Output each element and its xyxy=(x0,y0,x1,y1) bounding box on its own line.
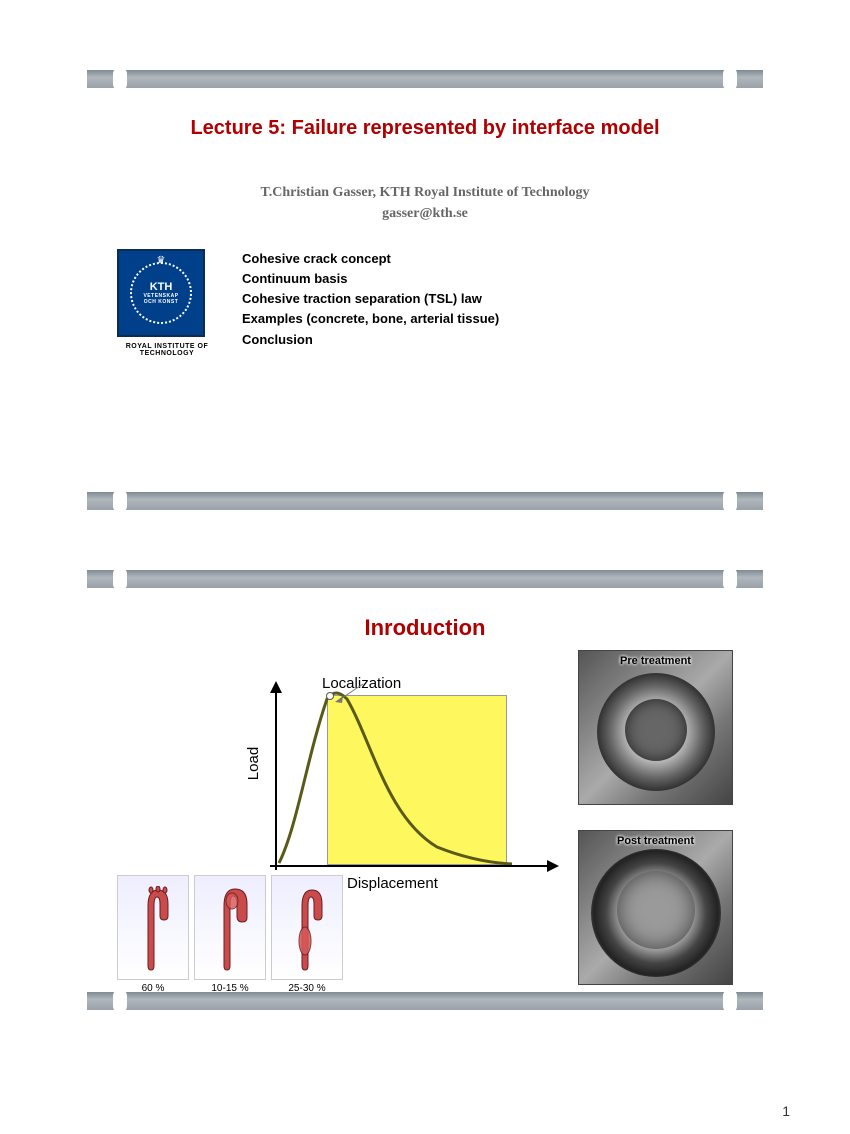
aorta-shape-icon xyxy=(117,875,189,980)
vessel-ring-inner xyxy=(617,871,695,949)
x-axis-label: Displacement xyxy=(347,875,438,892)
slide-title: Lecture 5: Failure represented by interf… xyxy=(87,70,763,510)
lecture-title: Lecture 5: Failure represented by interf… xyxy=(117,115,733,142)
author-block: T.Christian Gasser, KTH Royal Institute … xyxy=(117,182,733,224)
slide-border-top xyxy=(87,70,763,88)
slide1-body: Lecture 5: Failure represented by interf… xyxy=(87,95,763,485)
kth-logo-sub2: OCH KONST xyxy=(144,299,179,305)
load-displacement-chart: Load Displacement Localization xyxy=(267,685,557,900)
percentage-label: 25-30 % xyxy=(271,983,343,994)
slide-border-bottom xyxy=(87,492,763,510)
topic-item: Conclusion xyxy=(242,330,499,350)
content-row: ♛ KTH VETENSKAP OCH KONST ROYAL INSTITUT… xyxy=(117,249,733,357)
kth-logo-square: ♛ KTH VETENSKAP OCH KONST xyxy=(117,249,205,337)
slide-introduction: Inroduction Load Displacement Localizati… xyxy=(87,570,763,1010)
kth-caption: ROYAL INSTITUTE OF TECHNOLOGY xyxy=(117,343,217,357)
aorta-variant-3: 25-30 % xyxy=(271,875,343,994)
aorta-shape-icon xyxy=(271,875,343,980)
annotation-arrow-icon xyxy=(335,682,365,704)
aorta-shape-icon xyxy=(194,875,266,980)
author-email: gasser@kth.se xyxy=(117,203,733,224)
slide2-body: Inroduction Load Displacement Localizati… xyxy=(87,595,763,985)
topics-list: Cohesive crack concept Continuum basis C… xyxy=(242,249,499,357)
y-axis-label: Load xyxy=(245,747,262,780)
topic-item: Examples (concrete, bone, arterial tissu… xyxy=(242,309,499,329)
x-axis-arrow-icon xyxy=(547,860,559,872)
topic-item: Cohesive crack concept xyxy=(242,249,499,269)
percentage-label: 10-15 % xyxy=(194,983,266,994)
post-treatment-image: Post treatment xyxy=(578,830,733,985)
kth-logo: ♛ KTH VETENSKAP OCH KONST ROYAL INSTITUT… xyxy=(117,249,217,357)
pre-treatment-image: Pre treatment xyxy=(578,650,733,805)
aorta-variants: 60 % 10-15 % xyxy=(117,875,343,994)
kth-logo-text: KTH xyxy=(150,281,173,293)
x-axis xyxy=(270,865,550,867)
slide-border-top xyxy=(87,570,763,588)
pre-treatment-label: Pre treatment xyxy=(579,655,732,667)
author-name: T.Christian Gasser, KTH Royal Institute … xyxy=(117,182,733,203)
topic-item: Cohesive traction separation (TSL) law xyxy=(242,289,499,309)
page-number: 1 xyxy=(782,1103,790,1119)
kth-wreath: KTH VETENSKAP OCH KONST xyxy=(130,262,192,324)
percentage-label: 60 % xyxy=(117,983,189,994)
crown-icon: ♛ xyxy=(157,255,166,266)
topic-item: Continuum basis xyxy=(242,269,499,289)
vessel-ring-inner xyxy=(625,699,687,761)
post-treatment-label: Post treatment xyxy=(579,835,732,847)
load-curve xyxy=(277,687,517,865)
aorta-variant-2: 10-15 % xyxy=(194,875,266,994)
localization-point-icon xyxy=(326,692,334,700)
treatment-images: Pre treatment Post treatment xyxy=(578,650,733,1010)
intro-title: Inroduction xyxy=(117,615,733,641)
aorta-variant-1: 60 % xyxy=(117,875,189,994)
